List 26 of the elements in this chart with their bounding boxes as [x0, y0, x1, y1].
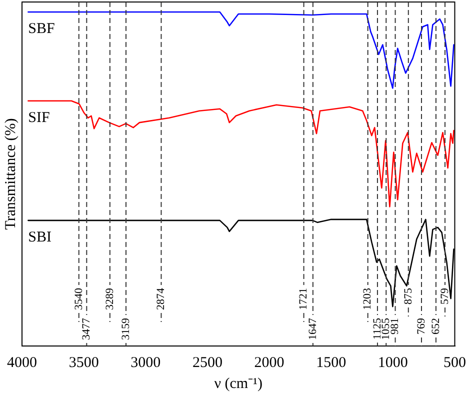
- series-label: SBI: [28, 229, 52, 246]
- ref-line-label: 3159: [120, 318, 132, 340]
- ref-line-label: 1647: [306, 318, 319, 340]
- x-tick-label: 3000: [130, 354, 161, 371]
- ref-line-label: 3477: [80, 318, 93, 340]
- series-label: SBF: [28, 20, 55, 37]
- ref-line-label: 3540: [72, 288, 85, 310]
- y-axis-title: Transmittance (%): [2, 118, 19, 230]
- x-tick-label: 1000: [378, 354, 408, 371]
- x-axis-title: ν (cm⁻¹): [214, 376, 263, 392]
- ref-line-label: 875: [402, 288, 414, 304]
- x-tick-label: 2000: [254, 354, 284, 371]
- ref-line-label: 3289: [104, 288, 116, 310]
- x-tick-label: 2500: [192, 354, 222, 371]
- x-tick-label: 4000: [7, 354, 37, 371]
- x-tick-label: 3500: [68, 354, 99, 371]
- ref-line-label: 2874: [155, 288, 168, 310]
- ref-line-label: 1203: [362, 288, 374, 310]
- x-tick-label: 1500: [316, 354, 346, 371]
- ref-line-label: 579: [438, 288, 451, 304]
- series-label: SIF: [28, 110, 50, 126]
- ref-line-label: 1721: [298, 288, 310, 310]
- ref-line-label: 652: [430, 318, 442, 334]
- ref-line-label: 769: [415, 318, 428, 334]
- ref-line-label: 981: [389, 318, 402, 334]
- x-tick-label: 500: [444, 354, 466, 371]
